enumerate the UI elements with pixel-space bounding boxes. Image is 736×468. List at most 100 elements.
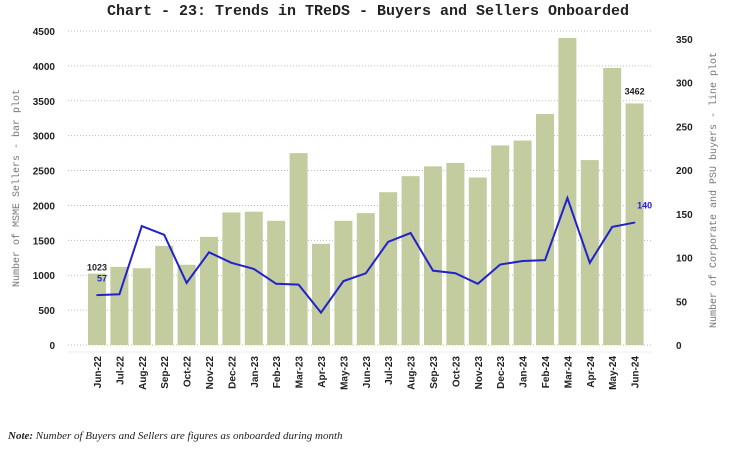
first-bar-label: 1023 [87,263,107,273]
line-point-Sep-22 [163,233,165,236]
bar-Jul-23 [379,192,398,345]
x-tick-label: Jul-22 [115,356,126,385]
bar-Nov-23 [468,177,487,345]
y-tick-label: 3000 [33,132,56,143]
y-tick-label: 2500 [33,167,56,178]
bar-Jun-24 [625,103,644,345]
y-tick-label: 4500 [33,27,56,38]
chart-title: Chart - 23: Trends in TReDS - Buyers and… [106,3,630,20]
bar-Apr-24 [580,160,599,345]
line-point-Apr-23 [320,311,322,314]
y-tick-label: 4000 [33,62,56,73]
x-tick-label: Jul-23 [384,356,395,385]
x-tick-label: Aug-23 [407,356,418,390]
y2-tick-label: 350 [676,35,693,46]
line-point-Oct-23 [454,272,457,275]
line-point-Nov-23 [477,282,479,285]
y2-tick-label: 50 [676,297,688,308]
line-point-Mar-23 [297,283,300,286]
x-tick-label: Feb-23 [272,356,283,389]
first-line-label: 57 [97,274,107,284]
bar-Jan-23 [244,211,263,345]
bar-Jan-24 [513,140,532,345]
x-tick-label: Oct-22 [183,356,194,388]
y-tick-label: 500 [38,306,55,317]
x-tick-label: Jan-24 [519,356,530,388]
x-tick-label: Dec-22 [227,356,238,389]
line-point-Feb-24 [544,259,546,261]
bar-Oct-22 [177,264,196,345]
line-point-Jul-22 [118,293,121,296]
y-axis-title: Number of MSME Sellers - bar plot [11,89,23,287]
x-tick-label: Apr-24 [586,356,597,388]
y-tick-label: 1000 [33,271,56,282]
x-tick-label: Jun-24 [631,356,642,389]
x-tick-label: Dec-23 [496,356,507,389]
bar-Aug-22 [132,268,151,345]
note-label: Note: [8,430,34,442]
line-point-Dec-22 [230,261,233,264]
y-tick-label: 2000 [33,201,56,212]
line-point-Sep-23 [432,269,434,272]
line-point-May-24 [611,226,613,228]
x-tick-label: May-23 [339,356,350,390]
y-tick-label: 1500 [33,236,56,247]
line-point-Jun-23 [365,272,367,275]
x-tick-label: Mar-24 [563,356,574,389]
x-tick-label: Apr-23 [317,356,328,388]
x-tick-label: Jun-22 [93,356,104,389]
line-point-Nov-22 [208,251,210,254]
y-tick-label: 3500 [33,97,56,108]
y-tick-label: 0 [49,341,55,352]
y2-tick-label: 0 [676,341,682,352]
bar-Aug-23 [401,176,420,345]
last-bar-label: 3462 [625,86,645,96]
line-point-Jan-24 [521,260,524,262]
bar-Oct-23 [446,162,465,345]
x-tick-label: Sep-23 [429,356,440,389]
bar-Sep-22 [155,245,174,345]
x-tick-label: Jun-23 [362,356,373,389]
bar-Sep-23 [424,166,442,345]
y2-tick-label: 100 [676,254,693,265]
line-point-Aug-22 [141,225,143,227]
y2-tick-label: 200 [676,166,693,177]
line-point-May-23 [342,280,345,282]
y2-tick-label: 300 [676,79,693,90]
line-point-Jun-22 [96,294,98,296]
line-point-Apr-24 [589,261,591,264]
last-line-label: 140 [637,201,652,211]
bar-Jul-22 [110,266,129,345]
bar-May-23 [334,220,353,345]
note-text: Number of Buyers and Sellers are figures… [33,430,343,442]
bar-Jun-23 [356,213,375,345]
bar-Jun-22 [88,273,106,345]
bar-Mar-23 [289,153,308,345]
bar-Feb-24 [536,114,554,345]
x-tick-label: Nov-22 [205,356,216,390]
y2-tick-label: 250 [676,122,693,133]
y2-tick-label: 150 [676,210,693,221]
line-point-Mar-24 [566,197,569,199]
bar-May-24 [603,67,622,345]
x-tick-label: Feb-24 [541,356,552,389]
y2-axis-title: Number of Corporate and PSU buyers - lin… [708,52,720,328]
line-point-Feb-23 [275,282,278,285]
bar-Dec-23 [491,145,510,345]
x-tick-label: Nov-23 [474,356,485,390]
x-tick-label: Mar-23 [295,356,306,389]
line-point-Dec-23 [499,263,502,266]
x-tick-label: Sep-22 [160,356,171,389]
bar-Apr-23 [312,243,330,345]
line-point-Jul-23 [387,240,390,243]
bar-Dec-22 [222,212,241,345]
x-tick-label: Aug-22 [138,356,149,390]
line-point-Jan-23 [253,268,255,270]
bar-Mar-24 [558,37,577,345]
chart-note: Note: Number of Buyers and Sellers are f… [8,430,343,442]
bar-Nov-22 [200,236,218,345]
x-tick-label: May-24 [608,356,619,390]
line-point-Oct-22 [185,282,188,284]
